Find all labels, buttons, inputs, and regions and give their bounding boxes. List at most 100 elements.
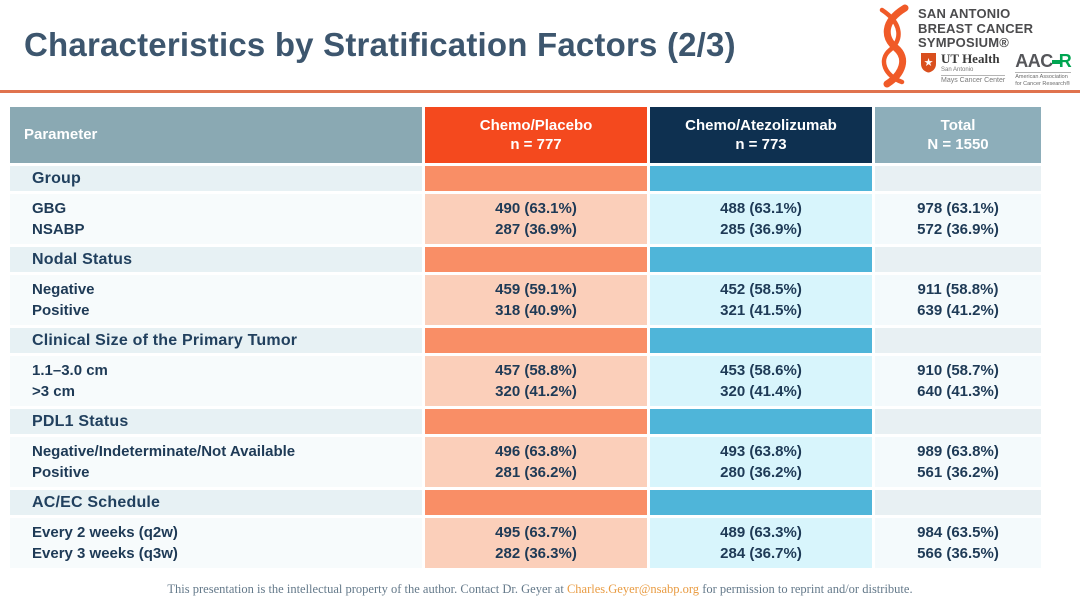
section-title: AC/EC Schedule <box>32 493 161 511</box>
atezo-value-cell: 489 (63.3%) 284 (36.7%) <box>650 518 872 568</box>
section-band-total <box>875 247 1041 272</box>
placebo-value: 287 (36.9%) <box>495 221 577 238</box>
atezo-value-cell: 452 (58.5%) 321 (41.5%) <box>650 275 872 325</box>
ut-shield-icon: ★ <box>921 53 936 73</box>
section-band-total <box>875 166 1041 191</box>
atezo-header-label: Chemo/Atezolizumab <box>685 116 837 134</box>
title-divider <box>0 90 1080 93</box>
page-title: Characteristics by Stratification Factor… <box>24 26 736 63</box>
section-band-atezo <box>650 247 872 272</box>
ut-cancer-center: Mays Cancer Center <box>941 75 1006 84</box>
aacr-logo: AAC R American Association for Cancer Res… <box>1015 52 1072 87</box>
placebo-value: 318 (40.9%) <box>495 302 577 319</box>
section-row: AC/EC Schedule <box>10 490 1041 515</box>
placebo-value: 281 (36.2%) <box>495 464 577 481</box>
atezo-value: 452 (58.5%) <box>720 281 802 298</box>
sabcs-logo-text: SAN ANTONIO BREAST CANCER SYMPOSIUM® <box>918 6 1034 51</box>
row-label-cell: GBG NSABP <box>10 194 422 244</box>
atezo-value-cell: 493 (63.8%) 280 (36.2%) <box>650 437 872 487</box>
total-value: 989 (63.8%) <box>917 443 999 460</box>
atezo-value: 488 (63.1%) <box>720 200 802 217</box>
footer-note: This presentation is the intellectual pr… <box>0 582 1080 597</box>
atezo-value: 280 (36.2%) <box>720 464 802 481</box>
placebo-value-cell: 457 (58.8%) 320 (41.2%) <box>425 356 647 406</box>
total-value: 640 (41.3%) <box>917 383 999 400</box>
placebo-value: 490 (63.1%) <box>495 200 577 217</box>
section-row: Clinical Size of the Primary Tumor <box>10 328 1041 353</box>
data-row: Negative/Indeterminate/Not Available Posi… <box>10 437 1041 487</box>
row-label: Negative <box>32 281 95 298</box>
atezo-value: 493 (63.8%) <box>720 443 802 460</box>
section-band-placebo <box>425 328 647 353</box>
placebo-value-cell: 490 (63.1%) 287 (36.9%) <box>425 194 647 244</box>
section-band-atezo <box>650 409 872 434</box>
atezo-value: 453 (58.6%) <box>720 362 802 379</box>
total-value-cell: 978 (63.1%) 572 (36.9%) <box>875 194 1041 244</box>
row-label-cell: Negative Positive <box>10 275 422 325</box>
partner-logos: ★ UT Health San Antonio Mays Cancer Cent… <box>920 51 1072 87</box>
data-row: Negative Positive 459 (59.1%) 318 (40.9%) 45… <box>10 275 1041 325</box>
atezo-value-cell: 488 (63.1%) 285 (36.9%) <box>650 194 872 244</box>
row-label: NSABP <box>32 221 85 238</box>
section-band-total <box>875 409 1041 434</box>
total-value: 561 (36.2%) <box>917 464 999 481</box>
placebo-value-cell: 495 (63.7%) 282 (36.3%) <box>425 518 647 568</box>
sabcs-line3: SYMPOSIUM® <box>918 35 1010 51</box>
total-value-cell: 984 (63.5%) 566 (36.5%) <box>875 518 1041 568</box>
section-title-cell: Clinical Size of the Primary Tumor <box>10 328 422 353</box>
section-title-cell: PDL1 Status <box>10 409 422 434</box>
section-band-placebo <box>425 166 647 191</box>
atezo-value: 284 (36.7%) <box>720 545 802 562</box>
sabcs-line2: BREAST CANCER <box>918 20 1034 36</box>
data-row: GBG NSABP 490 (63.1%) 287 (36.9%) 488 (63.1%… <box>10 194 1041 244</box>
aacr-sub: American Association for Cancer Research… <box>1015 72 1072 87</box>
total-value-cell: 910 (58.7%) 640 (41.3%) <box>875 356 1041 406</box>
section-title: PDL1 Status <box>32 412 129 430</box>
param-header-label: Parameter <box>24 126 98 144</box>
atezo-value-cell: 453 (58.6%) 320 (41.4%) <box>650 356 872 406</box>
placebo-header-cell: Chemo/Placebo n = 777 <box>425 107 647 163</box>
section-title-cell: Nodal Status <box>10 247 422 272</box>
data-row: Every 2 weeks (q2w) Every 3 weeks (q3w) 49… <box>10 518 1041 568</box>
total-header-n: N = 1550 <box>927 136 989 153</box>
row-label: Every 3 weeks (q3w) <box>32 545 178 562</box>
placebo-header-n: n = 777 <box>510 136 562 153</box>
section-band-placebo <box>425 409 647 434</box>
section-band-placebo <box>425 247 647 272</box>
table-header-row: Parameter Chemo/Placebo n = 777 Chemo/At… <box>10 107 1041 163</box>
section-title: Nodal Status <box>32 250 133 268</box>
aacr-arrow-icon <box>1051 60 1061 64</box>
placebo-value-cell: 496 (63.8%) 281 (36.2%) <box>425 437 647 487</box>
placebo-value: 459 (59.1%) <box>495 281 577 298</box>
row-label: Positive <box>32 464 90 481</box>
section-row: Group <box>10 166 1041 191</box>
ut-health-name: UT Health <box>941 51 1000 66</box>
atezo-value: 320 (41.4%) <box>720 383 802 400</box>
placebo-value: 282 (36.3%) <box>495 545 577 562</box>
section-band-total <box>875 328 1041 353</box>
data-row: 1.1–3.0 cm >3 cm 457 (58.8%) 320 (41.2%) 453… <box>10 356 1041 406</box>
svg-text:★: ★ <box>924 57 934 69</box>
atezo-header-n: n = 773 <box>735 136 787 153</box>
row-label: GBG <box>32 200 67 217</box>
placebo-value: 496 (63.8%) <box>495 443 577 460</box>
atezo-value: 489 (63.3%) <box>720 524 802 541</box>
section-title-cell: Group <box>10 166 422 191</box>
total-value: 910 (58.7%) <box>917 362 999 379</box>
placebo-value: 457 (58.8%) <box>495 362 577 379</box>
total-value: 978 (63.1%) <box>917 200 999 217</box>
total-value: 911 (58.8%) <box>917 281 999 298</box>
total-header-cell: Total N = 1550 <box>875 107 1041 163</box>
ut-health-logo: ★ UT Health San Antonio Mays Cancer Cent… <box>920 51 1006 84</box>
param-header-cell: Parameter <box>10 107 422 163</box>
section-title: Clinical Size of the Primary Tumor <box>32 331 298 349</box>
footer-email-link[interactable]: Charles.Geyer@nsabp.org <box>566 582 700 596</box>
section-band-total <box>875 490 1041 515</box>
section-title-cell: AC/EC Schedule <box>10 490 422 515</box>
section-title: Group <box>32 169 81 187</box>
total-value: 572 (36.9%) <box>917 221 999 238</box>
total-value: 984 (63.5%) <box>917 524 999 541</box>
total-header-label: Total <box>940 116 976 134</box>
row-label: Every 2 weeks (q2w) <box>32 524 178 541</box>
